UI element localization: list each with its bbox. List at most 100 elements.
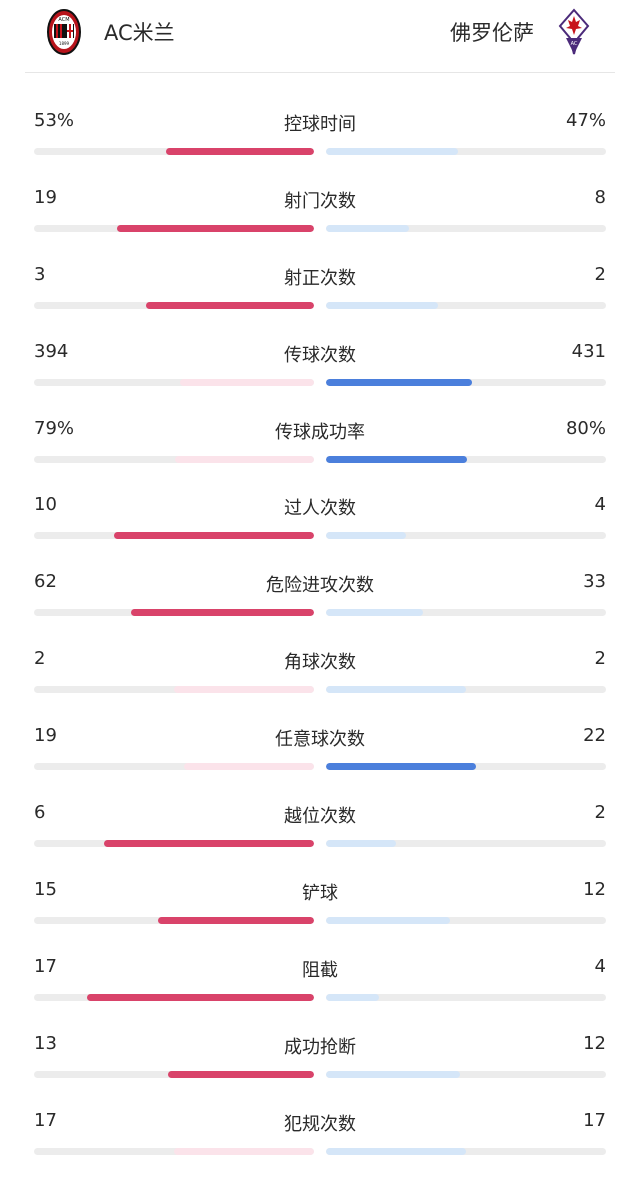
home-value: 6 [34,802,46,824]
home-bar-track [34,916,314,924]
home-bar-fill [184,763,314,771]
stats-list: 53% 控球时间 47% 19 射门次数 8 3 射正次数 2 394 传球次数… [0,104,640,1180]
stat-label: 阻截 [302,959,338,981]
stat-label: 射正次数 [284,267,356,289]
away-bar-fill [326,301,438,309]
away-value: 8 [594,186,606,208]
home-bar-fill [180,378,314,386]
home-bar-fill [87,993,314,1001]
home-value: 17 [34,955,57,977]
home-value: 62 [34,571,57,593]
stat-label: 控球时间 [284,114,356,135]
home-bar-fill [174,686,314,694]
stat-row: 2 角球次数 2 [0,642,640,719]
away-bar-fill [326,1147,466,1155]
stat-label: 成功抢断 [284,1036,356,1058]
home-bar-track [34,993,314,1001]
away-value: 80% [565,417,606,439]
away-bar-fill [326,609,424,617]
away-bar-fill [326,840,396,848]
stat-label: 越位次数 [284,806,356,828]
away-bar-track [326,916,606,924]
away-value: 12 [583,878,606,900]
home-bar-track [34,455,314,463]
home-bar-track [34,378,314,386]
home-bar-fill [114,532,314,540]
home-bar-fill [158,916,314,924]
away-value: 47% [565,110,606,131]
stat-row: 62 危险进攻次数 33 [0,565,640,642]
away-bar-track [326,686,606,694]
stat-label: 射门次数 [284,190,356,212]
home-bar-track [34,1147,314,1155]
away-bar-fill [326,378,473,386]
home-value: 19 [34,725,57,747]
home-bar-fill [168,1070,314,1078]
away-bar-track [326,1070,606,1078]
away-bar-track [326,148,606,155]
away-bar-track [326,1147,606,1155]
stat-row: 13 成功抢断 12 [0,1027,640,1104]
away-bar-fill [326,763,477,771]
svg-text:ACM: ACM [58,17,69,23]
away-value: 17 [583,1109,606,1131]
away-bar-fill [326,148,458,155]
home-bar-fill [165,148,314,155]
home-bar-track [34,840,314,848]
home-bar-track [34,1070,314,1078]
stat-label: 传球成功率 [275,421,365,443]
stat-row: 53% 控球时间 47% [0,104,640,181]
stat-row: 79% 传球成功率 80% [0,412,640,489]
stat-row: 394 传球次数 431 [0,335,640,412]
stat-label: 危险进攻次数 [266,575,374,597]
away-value: 4 [594,494,606,516]
stat-row: 15 铲球 12 [0,873,640,950]
away-bar-track [326,993,606,1001]
home-value: 79% [34,417,75,439]
stat-label: 传球次数 [284,344,356,366]
home-bar-fill [174,1147,314,1155]
match-header: ACM 1899 AC米兰 佛罗伦萨 AC [0,0,640,72]
away-value: 2 [594,802,606,824]
home-value: 3 [34,263,46,285]
home-bar-track [34,532,314,540]
away-value: 22 [583,725,606,747]
home-bar-track [34,148,314,155]
away-value: 2 [594,648,606,670]
home-bar-fill [146,301,314,309]
stat-row: 19 射门次数 8 [0,181,640,258]
stat-row: 6 越位次数 2 [0,796,640,873]
away-bar-track [326,840,606,848]
away-bar-track [326,455,606,463]
ac-milan-crest-icon: ACM 1899 [47,9,81,55]
home-bar-fill [174,455,314,463]
home-value: 2 [34,648,46,670]
home-value: 10 [34,494,57,516]
home-bar-fill [116,224,314,232]
stat-row: 19 任意球次数 22 [0,719,640,796]
away-value: 12 [583,1032,606,1054]
header-divider [25,72,615,73]
stat-row: 17 犯规次数 17 [0,1104,640,1180]
away-team-name: 佛罗伦萨 [450,21,534,45]
away-bar-fill [326,455,467,463]
home-bar-track [34,224,314,232]
stat-row: 3 射正次数 2 [0,258,640,335]
away-bar-fill [326,224,409,232]
home-value: 15 [34,878,57,900]
away-value: 431 [571,340,606,362]
home-value: 17 [34,1109,57,1131]
home-team-name: AC米兰 [104,21,175,45]
stat-row: 10 过人次数 4 [0,488,640,565]
stat-label: 任意球次数 [275,729,365,751]
away-bar-track [326,378,606,386]
home-bar-fill [104,840,314,848]
away-bar-fill [326,916,451,924]
away-value: 33 [583,571,606,593]
away-bar-fill [326,686,466,694]
away-bar-track [326,224,606,232]
away-value: 2 [594,263,606,285]
svg-text:1899: 1899 [59,41,70,46]
away-bar-fill [326,993,380,1001]
home-bar-track [34,301,314,309]
